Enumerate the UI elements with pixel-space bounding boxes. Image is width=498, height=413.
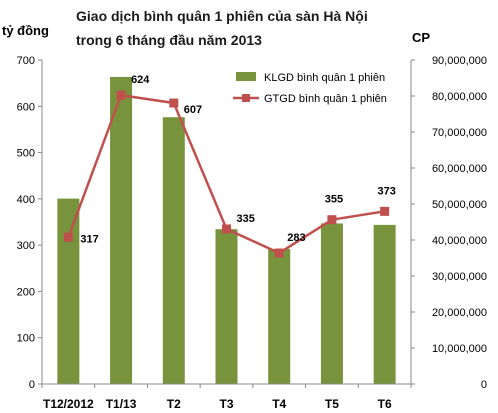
value-marker-4 [222, 224, 231, 234]
value-marker-1 [63, 232, 73, 242]
value-data-label: 317 [80, 233, 98, 245]
volume-bars [57, 76, 396, 385]
axes: 0 100 200 300 400 500 600 700 0 10,000,000 20,000,… [17, 55, 487, 411]
right-tick-label: 40,000,000 [432, 235, 487, 247]
category-label: T2 [167, 397, 181, 411]
chart-title-line-1: Giao dịch bình quân 1 phiên của sàn Hà N… [76, 8, 368, 24]
category-label: T12/2012 [43, 397, 94, 411]
category-label: T4 [272, 397, 286, 411]
left-tick-label: 600 [17, 101, 35, 113]
right-tick-label: 90,000,000 [432, 55, 487, 67]
bar-1 [57, 198, 80, 384]
chart-title-line-2: trong 6 tháng đầu năm 2013 [76, 32, 262, 48]
legend: KLGD bình quân 1 phiên GTGD bình quân 1 … [233, 72, 387, 105]
left-tick-label: 700 [17, 55, 35, 67]
value-data-label: 355 [325, 194, 343, 206]
bar-3 [162, 117, 185, 385]
right-axis-unit: CP [412, 30, 430, 45]
value-marker-3 [169, 98, 179, 108]
left-tick-label: 200 [17, 286, 35, 298]
left-tick-label: 0 [29, 379, 35, 391]
value-data-label: 624 [131, 74, 150, 86]
value-marker-6 [327, 215, 337, 225]
value-marker-5 [274, 248, 284, 258]
right-tick-label: 30,000,000 [432, 271, 487, 283]
value-data-label: 373 [377, 185, 395, 197]
left-tick-label: 400 [17, 194, 35, 206]
bar-7 [373, 224, 396, 384]
left-tick-label: 500 [17, 148, 35, 160]
right-tick-label: 10,000,000 [432, 343, 487, 355]
right-tick-label: 50,000,000 [432, 199, 487, 211]
value-line: 317 624 607 335 283 355 373 [63, 74, 396, 258]
right-tick-label: 80,000,000 [432, 91, 487, 103]
legend-swatch-volume [236, 72, 256, 81]
right-tick-label: 60,000,000 [432, 163, 487, 175]
right-tick-label: 20,000,000 [432, 307, 487, 319]
left-tick-label: 300 [17, 240, 35, 252]
value-data-label: 335 [237, 213, 255, 225]
bar-5 [268, 249, 291, 384]
bar-6 [320, 223, 343, 384]
legend-label-volume: KLGD bình quân 1 phiên [264, 72, 385, 84]
bar-2 [110, 76, 133, 385]
category-label: T3 [219, 397, 233, 411]
category-label: T6 [378, 397, 392, 411]
left-axis-unit: tỷ đồng [2, 23, 49, 38]
category-label: T1/13 [106, 397, 137, 411]
value-marker-7 [380, 206, 390, 216]
right-tick-label: 70,000,000 [432, 127, 487, 139]
legend-label-value: GTGD bình quân 1 phiên [264, 93, 387, 105]
right-tick-label: 0 [481, 379, 487, 391]
value-marker-2 [116, 90, 126, 100]
bar-4 [215, 229, 238, 384]
value-data-label: 283 [287, 232, 305, 244]
legend-swatch-value-marker [242, 94, 250, 102]
value-data-label: 607 [184, 104, 202, 116]
category-label: T5 [325, 397, 339, 411]
left-tick-label: 100 [17, 333, 35, 345]
